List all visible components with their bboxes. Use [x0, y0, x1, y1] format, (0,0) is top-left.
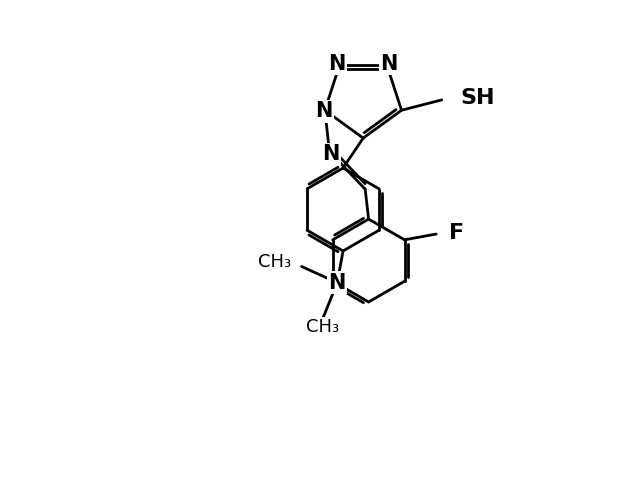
Text: SH: SH	[460, 88, 495, 107]
Text: CH₃: CH₃	[258, 253, 291, 271]
Text: N: N	[328, 273, 346, 293]
Text: N: N	[381, 54, 398, 74]
Text: N: N	[322, 144, 339, 164]
Text: F: F	[449, 223, 464, 243]
Text: N: N	[315, 101, 332, 121]
Text: CH₃: CH₃	[307, 318, 339, 336]
Text: N: N	[328, 54, 346, 74]
